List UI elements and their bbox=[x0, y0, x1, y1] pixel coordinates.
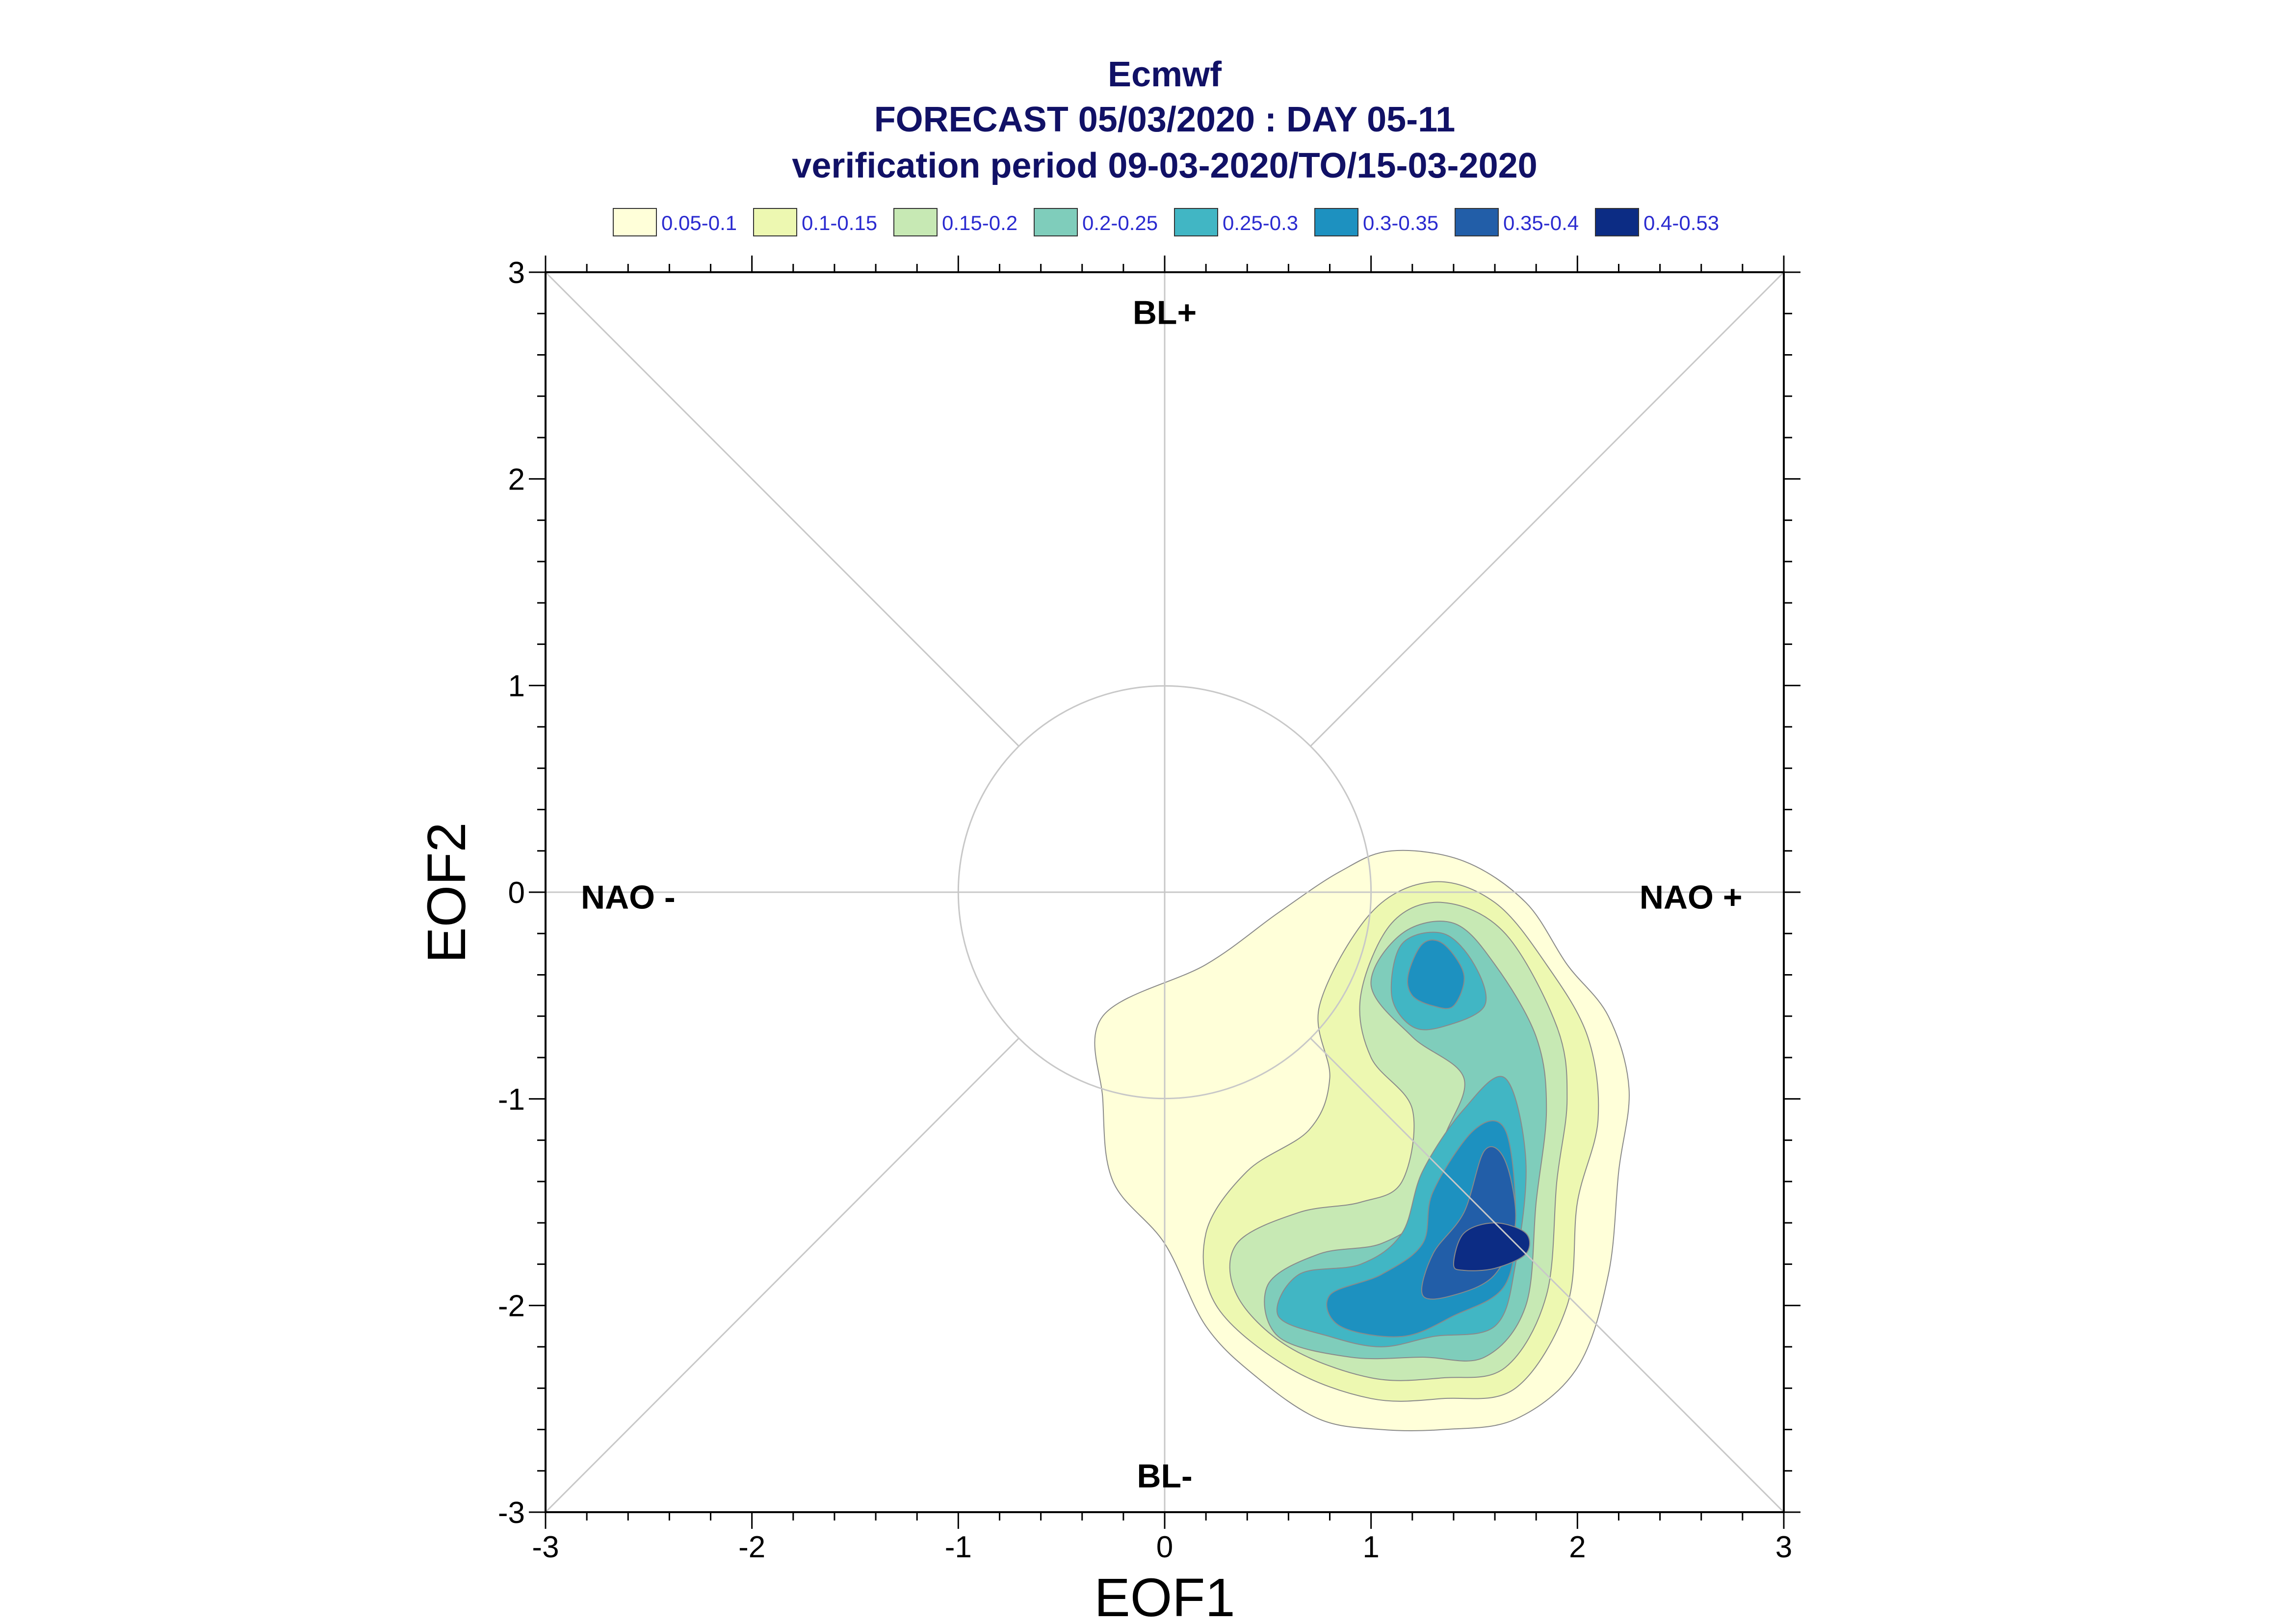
x-tick-label: -1 bbox=[945, 1530, 972, 1564]
y-axis-label: EOF2 bbox=[417, 822, 477, 963]
legend-swatch bbox=[1595, 208, 1639, 236]
plot-area: -3 -2 -1 0 1 2 3 -3 -2 -1 0 1 2 3 bbox=[498, 256, 1800, 1564]
legend-label: 0.25-0.3 bbox=[1223, 211, 1298, 234]
y-tick-label: -3 bbox=[498, 1496, 525, 1530]
guide-lines bbox=[545, 271, 1785, 1513]
legend-label: 0.05-0.1 bbox=[661, 211, 737, 234]
contour-region bbox=[1453, 1222, 1531, 1271]
legend-swatch bbox=[753, 208, 797, 236]
reference-circle bbox=[957, 685, 1372, 1100]
x-tick-label: 3 bbox=[1775, 1530, 1792, 1564]
y-tick-label: 1 bbox=[508, 670, 525, 703]
y-tick-label: 2 bbox=[508, 463, 525, 496]
x-tick-label: 0 bbox=[1156, 1530, 1173, 1564]
legend-label: 0.2-0.25 bbox=[1082, 211, 1158, 234]
chart-subtitle-period: verification period 09-03-2020/TO/15-03-… bbox=[792, 146, 1537, 185]
chart-title: Ecmwf bbox=[1108, 55, 1222, 94]
legend-swatch bbox=[893, 208, 938, 236]
legend-label: 0.3-0.35 bbox=[1363, 211, 1438, 234]
legend-swatch bbox=[613, 208, 657, 236]
y-tick-label: 0 bbox=[508, 876, 525, 910]
diagonal-guide-line bbox=[545, 1037, 1019, 1513]
diagonal-guide-line bbox=[545, 271, 1019, 747]
regime-label: NAO + bbox=[1640, 879, 1743, 916]
legend: 0.05-0.1 0.1-0.15 0.15-0.2 0.2-0.25 0.25-0.3… bbox=[613, 208, 1719, 236]
x-tick-label: 1 bbox=[1362, 1530, 1379, 1564]
x-tick-label: -2 bbox=[738, 1530, 765, 1564]
x-axis-label: EOF1 bbox=[1094, 1568, 1235, 1624]
contour-region bbox=[1407, 939, 1465, 1009]
density-contours bbox=[1094, 850, 1630, 1432]
legend-swatch bbox=[1314, 208, 1358, 236]
diagonal-guide-line bbox=[1310, 1037, 1785, 1513]
legend-label: 0.1-0.15 bbox=[802, 211, 877, 234]
regime-labels: BL+ BL- NAO - NAO + bbox=[581, 294, 1743, 1495]
legend-swatch bbox=[1174, 208, 1218, 236]
legend-label: 0.4-0.53 bbox=[1643, 211, 1719, 234]
y-tick-label: -1 bbox=[498, 1083, 525, 1116]
legend-swatch bbox=[1455, 208, 1499, 236]
x-tick-label: -3 bbox=[532, 1530, 559, 1564]
regime-label: BL- bbox=[1137, 1457, 1192, 1495]
chart-subtitle: FORECAST 05/03/2020 : DAY 05-11 bbox=[874, 100, 1456, 139]
diagonal-guide-line bbox=[1310, 271, 1785, 747]
legend-label: 0.35-0.4 bbox=[1503, 211, 1579, 234]
x-tick-label: 2 bbox=[1569, 1530, 1586, 1564]
regime-label: BL+ bbox=[1133, 294, 1197, 331]
y-tick-label: -2 bbox=[498, 1289, 525, 1323]
y-tick-label: 3 bbox=[508, 256, 525, 290]
regime-label: NAO - bbox=[581, 879, 676, 916]
axis-ticks: -3 -2 -1 0 1 2 3 -3 -2 -1 0 1 2 3 bbox=[498, 256, 1800, 1564]
legend-swatch bbox=[1034, 208, 1078, 236]
legend-label: 0.15-0.2 bbox=[942, 211, 1017, 234]
